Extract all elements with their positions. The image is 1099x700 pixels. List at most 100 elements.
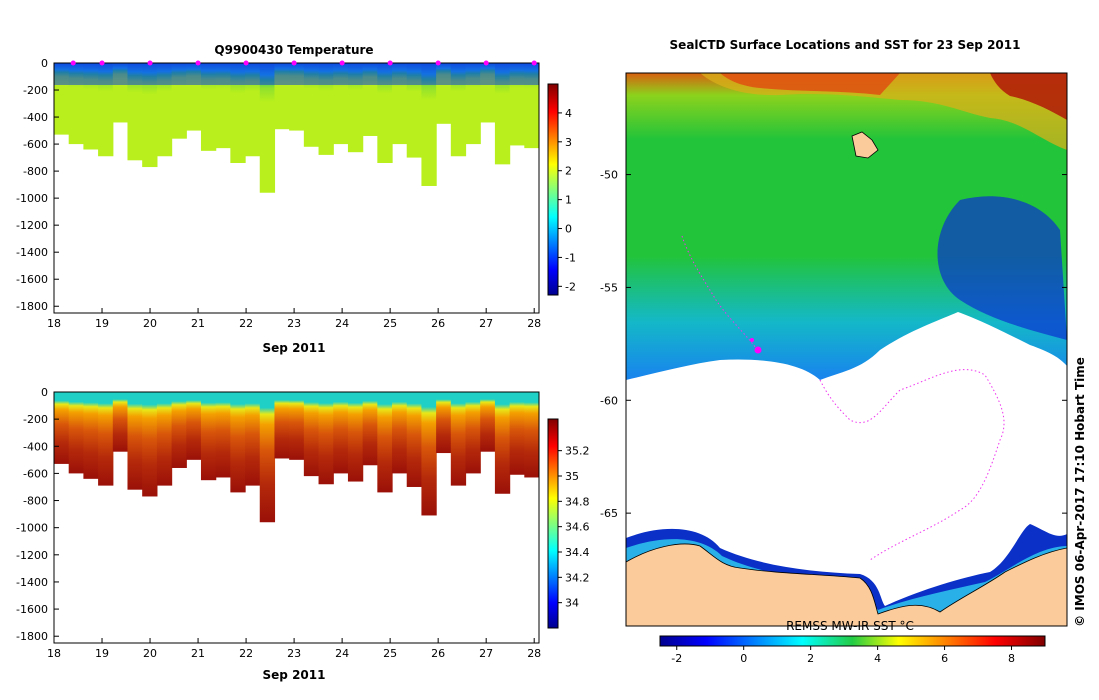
temperature-y-tick-label: -1000 xyxy=(16,192,48,205)
salinity-profile-column xyxy=(259,392,276,523)
map-y-tick-label: -65 xyxy=(600,507,618,520)
salinity-profile-column xyxy=(392,392,408,474)
salinity-y-tick-label: -1800 xyxy=(16,630,48,643)
salinity-profile-column xyxy=(83,392,99,479)
salinity-axes-frame xyxy=(53,391,540,644)
map-y-tick-label: -50 xyxy=(600,169,618,182)
temperature-x-tick-label: 25 xyxy=(383,317,397,330)
map-cb-tick-label: 4 xyxy=(874,652,881,665)
salinity-profile-column xyxy=(524,392,539,478)
temperature-profile-column xyxy=(259,63,276,193)
temperature-x-axis: 18 19 20 21 22 23 24 25 26 27 28 xyxy=(47,308,541,330)
temperature-profile-column xyxy=(406,63,423,158)
profile-marker xyxy=(483,60,489,66)
salinity-profile-column xyxy=(200,392,217,481)
temperature-panel: Q9900430 Temperature 0 -200 -400 -600 -800 -1… xyxy=(16,43,576,355)
map-colorbar: -2 0 2 4 6 8 xyxy=(659,635,1046,665)
temperature-x-tick-label: 20 xyxy=(143,317,157,330)
salinity-profile-column xyxy=(54,392,70,464)
salinity-x-tick-label: 28 xyxy=(527,647,541,660)
temperature-cb-tick-label: 2 xyxy=(565,165,572,178)
map-cb-tick-label: 8 xyxy=(1008,652,1015,665)
salinity-profile-column xyxy=(450,392,467,486)
temperature-profile-column xyxy=(494,63,511,165)
salinity-profile-column xyxy=(465,392,481,474)
salinity-profile-column xyxy=(230,392,246,493)
salinity-y-tick-label: -1200 xyxy=(16,549,48,562)
salinity-x-tick-label: 19 xyxy=(95,647,109,660)
salinity-y-tick-label: -200 xyxy=(23,413,48,426)
map-axes-frame xyxy=(625,72,1068,627)
temperature-profile-column xyxy=(127,63,143,161)
salinity-profile-column xyxy=(436,392,452,454)
salinity-profile-column xyxy=(156,392,173,486)
salinity-cb-tick-label: 35 xyxy=(565,470,579,483)
salinity-profile-column xyxy=(303,392,320,477)
salinity-profile-column xyxy=(347,392,364,482)
temperature-y-tick-label: -200 xyxy=(23,84,48,97)
temperature-x-tick-label: 27 xyxy=(479,317,493,330)
profile-marker xyxy=(70,60,76,66)
salinity-y-tick-label: -1400 xyxy=(16,576,48,589)
salinity-profile-column xyxy=(171,392,187,468)
temperature-profile-column xyxy=(347,63,364,153)
temperature-cb-tick-label: -2 xyxy=(565,280,576,293)
salinity-y-tick-label: -1600 xyxy=(16,603,48,616)
map-y-axis: -50 -55 -60 -65 xyxy=(600,169,1067,520)
temperature-cb-tick-label: -1 xyxy=(565,251,576,264)
temperature-x-tick-label: 21 xyxy=(191,317,205,330)
sst-field xyxy=(626,73,1067,626)
temperature-x-tick-label: 24 xyxy=(335,317,349,330)
salinity-x-tick-label: 26 xyxy=(431,647,445,660)
salinity-profile-column xyxy=(480,392,496,452)
temperature-y-tick-label: -1600 xyxy=(16,273,48,286)
profile-marker xyxy=(339,60,345,66)
temperature-y-tick-label: -1200 xyxy=(16,219,48,232)
temperature-title: Q9900430 Temperature xyxy=(214,43,373,57)
salinity-profile-column xyxy=(68,392,84,474)
temperature-profile-column xyxy=(377,63,393,163)
salinity-x-tick-label: 20 xyxy=(143,647,157,660)
temperature-profile-column xyxy=(421,63,437,186)
map-cb-tick-label: 2 xyxy=(807,652,814,665)
temperature-y-tick-label: -400 xyxy=(23,111,48,124)
temperature-profile-column xyxy=(230,63,246,163)
salinity-profile-column xyxy=(245,392,261,486)
salinity-cb-tick-label: 34.4 xyxy=(565,546,590,559)
salinity-profile-column xyxy=(215,392,231,478)
salinity-profile-column xyxy=(142,392,158,497)
salinity-profile-column xyxy=(318,392,334,485)
map-cb-tick-label: 6 xyxy=(941,652,948,665)
salinity-y-tick-label: 0 xyxy=(41,386,48,399)
salinity-x-tick-label: 22 xyxy=(239,647,253,660)
temperature-x-tick-label: 28 xyxy=(527,317,541,330)
salinity-profile-column xyxy=(98,392,114,486)
salinity-x-tick-label: 21 xyxy=(191,647,205,660)
temperature-profile-column xyxy=(318,63,334,155)
temperature-y-tick-label: -1800 xyxy=(16,300,48,313)
temperature-xlabel: Sep 2011 xyxy=(263,341,326,355)
salinity-cb-tick-label: 35.2 xyxy=(565,445,590,458)
profile-marker xyxy=(531,60,537,66)
temperature-x-tick-label: 18 xyxy=(47,317,61,330)
salinity-y-tick-label: -1000 xyxy=(16,522,48,535)
temperature-x-tick-label: 23 xyxy=(287,317,301,330)
profile-marker xyxy=(147,60,153,66)
temperature-x-tick-label: 19 xyxy=(95,317,109,330)
profile-markers xyxy=(70,60,537,66)
temperature-y-tick-label: 0 xyxy=(41,57,48,70)
map-cb-tick-label: 0 xyxy=(740,652,747,665)
salinity-profile-column xyxy=(509,392,525,475)
sst-map-panel: SealCTD Surface Locations and SST for 23… xyxy=(600,38,1068,665)
salinity-x-axis: 18 19 20 21 22 23 24 25 26 27 28 xyxy=(47,638,541,660)
salinity-y-tick-label: -600 xyxy=(23,467,48,480)
temperature-cb-tick-label: 3 xyxy=(565,136,572,149)
profile-marker xyxy=(243,60,249,66)
salinity-y-tick-label: -400 xyxy=(23,440,48,453)
salinity-x-tick-label: 27 xyxy=(479,647,493,660)
salinity-profile-column xyxy=(274,392,290,459)
salinity-xlabel: Sep 2011 xyxy=(263,668,326,682)
salinity-cb-tick-label: 34.8 xyxy=(565,495,590,508)
salinity-profile-column xyxy=(289,392,305,460)
salinity-cb-tick-label: 34.6 xyxy=(565,521,590,534)
